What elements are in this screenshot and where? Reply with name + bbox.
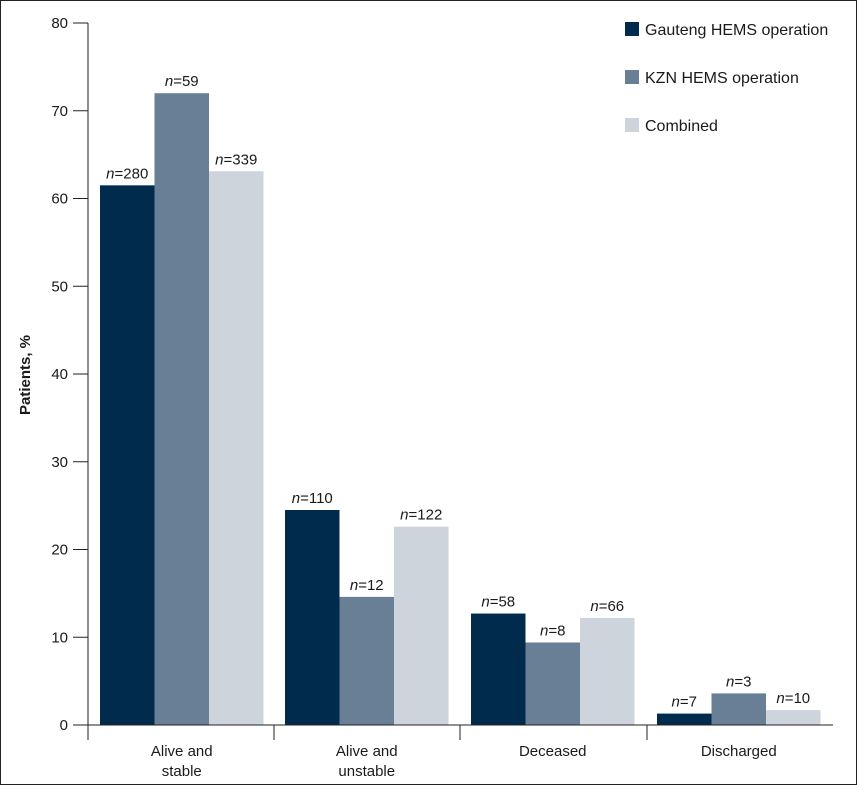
bar-0-0 [100,185,155,725]
data-label-prefix: n [776,690,784,707]
data-label-value: =12 [358,577,383,594]
data-label-1-1: n=12 [350,577,384,594]
bar-1-0 [154,93,209,725]
legend-label-1: KZN HEMS operation [645,70,799,87]
y-tick-label-0: 0 [60,717,68,734]
data-label-value: =59 [173,73,198,90]
data-label-value: =10 [785,690,810,707]
bars-layer [100,93,821,726]
legend-swatch-0 [625,22,639,36]
data-label-value: =3 [734,673,751,690]
legend-label-0: Gauteng HEMS operation [645,22,828,39]
bar-2-0 [209,171,264,726]
y-tick-label-80: 80 [51,15,68,32]
category-label-0-0: Alive and [151,743,213,760]
y-tick-label-70: 70 [51,103,68,120]
data-label-value: =110 [300,490,333,507]
y-tick-label-60: 60 [51,191,68,208]
legend-label-2: Combined [645,118,718,135]
legend-swatch-2 [625,118,639,132]
bar-0-1 [285,510,340,725]
legend: Gauteng HEMS operation KZN HEMS operation… [625,22,828,135]
data-label-0-2: n=58 [481,594,515,611]
y-tick-label-10: 10 [51,629,68,646]
data-label-value: =280 [115,165,149,182]
data-label-1-0: n=59 [165,73,199,90]
y-tick-label-50: 50 [51,278,68,295]
bar-2-1 [394,526,449,725]
y-tick-label-40: 40 [51,366,68,383]
data-label-prefix: n [106,165,114,182]
data-label-prefix: n [215,151,223,168]
data-label-1-2: n=8 [540,623,565,640]
bar-2-3 [766,710,821,725]
data-label-prefix: n [400,507,408,524]
y-tick-label-30: 30 [51,454,68,471]
data-label-1-3: n=3 [726,673,751,690]
data-label-prefix: n [165,73,173,90]
y-axis-title: Patients, % [17,335,34,415]
data-label-prefix: n [726,673,734,690]
bar-1-3 [711,693,766,725]
data-label-value: =339 [224,151,258,168]
data-label-value: =7 [680,694,697,711]
data-label-2-0: n=339 [215,151,257,168]
bar-1-2 [525,642,580,725]
data-label-value: =8 [548,623,565,640]
category-label-2-0: Deceased [519,743,587,760]
legend-swatch-1 [625,70,639,84]
data-label-value: =66 [599,598,624,615]
bar-0-3 [657,713,712,725]
data-label-2-1: n=122 [400,507,442,524]
data-label-prefix: n [481,594,489,611]
data-label-prefix: n [672,694,680,711]
data-labels-layer: n=280n=110n=58n=7n=59n=12n=8n=3n=339n=12… [106,73,810,710]
data-label-prefix: n [590,598,598,615]
data-label-0-1: n=110 [292,490,333,507]
category-label-0-1: stable [162,763,202,780]
data-label-0-0: n=280 [106,165,148,182]
data-label-2-3: n=10 [776,690,810,707]
bar-1-1 [339,596,394,725]
category-label-1-1: unstable [338,763,395,780]
y-tick-label-20: 20 [51,542,68,559]
category-label-1-0: Alive and [336,743,398,760]
bar-0-2 [471,613,526,725]
category-label-3-0: Discharged [701,743,777,760]
data-label-prefix: n [540,623,548,640]
data-label-0-3: n=7 [672,694,697,711]
data-label-value: =122 [409,507,443,524]
axes-layer: 0 10 20 30 40 50 60 70 80 Alive and stable Alive an… [51,15,833,780]
data-label-prefix: n [292,490,300,507]
data-label-prefix: n [350,577,358,594]
bar-2-2 [580,617,635,725]
data-label-2-2: n=66 [590,598,624,615]
data-label-value: =58 [490,594,515,611]
